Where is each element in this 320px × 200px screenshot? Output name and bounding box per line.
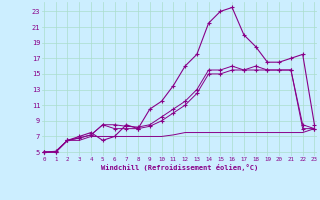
X-axis label: Windchill (Refroidissement éolien,°C): Windchill (Refroidissement éolien,°C) [100,164,258,171]
